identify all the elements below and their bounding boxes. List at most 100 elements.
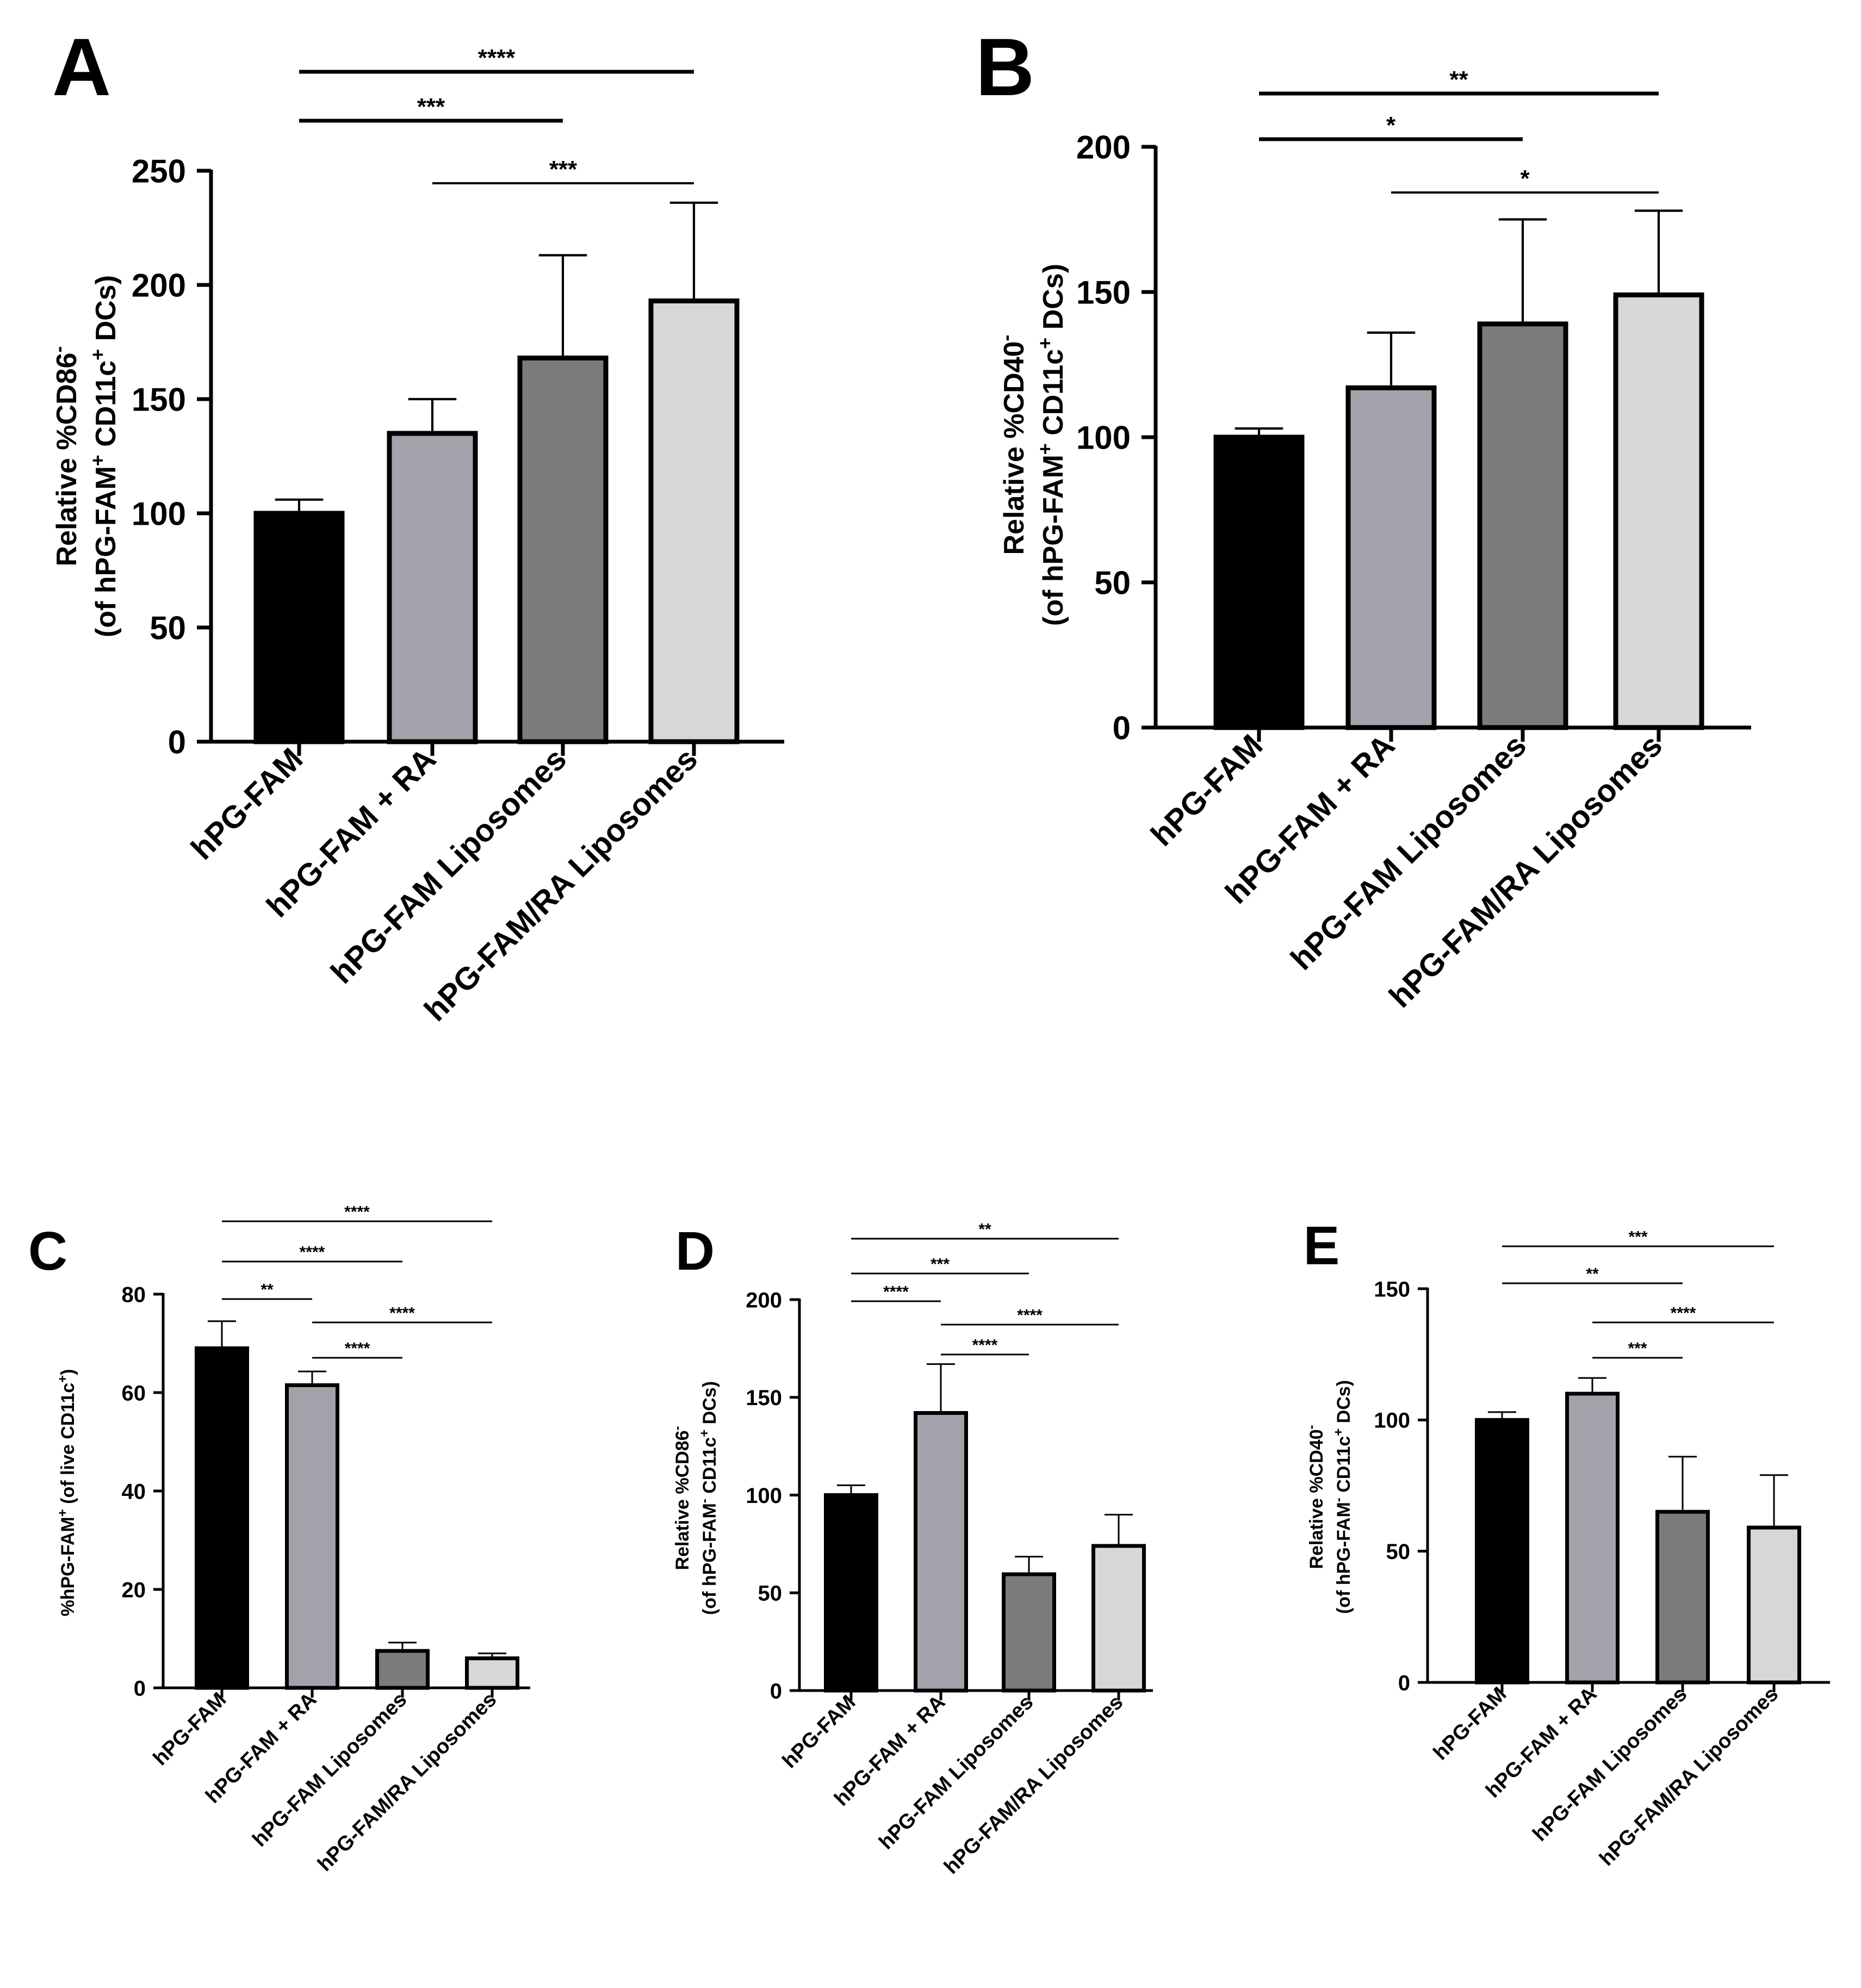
bar-d-1 [824,1493,878,1693]
panel-letter-b: B [976,21,1034,113]
significance-label-b: * [1520,165,1530,192]
category-label-c-3: hPG-FAM Liposomes [248,1688,411,1852]
y-tick-label-d: 200 [746,1288,782,1312]
significance-label-c: **** [345,1340,370,1358]
error-bar-b-3 [1498,218,1547,322]
significance-a-2: *** [299,94,563,123]
y-tick-label-d: 150 [746,1386,782,1410]
error-bar-b-4 [1634,209,1683,293]
category-label-e-4: hPG-FAM/RA Liposomes [1595,1683,1783,1871]
category-label-c-1: hPG-FAM [149,1688,231,1770]
significance-label-e: *** [1628,1340,1647,1358]
error-bar-c-2 [297,1370,327,1383]
bar-a-3 [517,355,609,744]
bar-e-2 [1565,1391,1620,1685]
error-bar-d-2 [926,1363,956,1412]
bar-b-2 [1345,385,1437,730]
y-axis-title-b: Relative %CD40-(of hPG-FAM+ CD11c+ DCs) [995,264,1070,626]
significance-a-1: **** [299,45,694,74]
y-tick-label-e: 0 [1398,1671,1410,1695]
significance-c-4: **** [312,1304,492,1324]
bar-c-4 [465,1656,519,1690]
significance-label-a: *** [417,94,445,120]
y-axis-title-line2-d: (of hPG-FAM- CD11c+ DCs) [697,1381,721,1615]
significance-e-1: *** [1502,1228,1774,1247]
y-tick-label-c: 60 [122,1381,146,1405]
bar-b-3 [1477,321,1568,730]
bar-e-1 [1475,1418,1529,1685]
category-label-d-4: hPG-FAM/RA Liposomes [940,1691,1127,1879]
significance-e-2: ** [1502,1265,1683,1284]
significance-label-c: ** [260,1281,274,1299]
bar-b-4 [1613,292,1704,730]
category-label-c-4: hPG-FAM/RA Liposomes [313,1688,501,1876]
y-tick-label-c: 20 [122,1578,146,1602]
y-tick-label-c: 0 [134,1676,146,1700]
error-bar-c-4 [477,1652,507,1657]
y-tick-label-d: 0 [770,1679,782,1703]
bar-a-1 [253,511,345,744]
error-bar-e-1 [1487,1411,1517,1418]
y-axis-title-c: %hPG-FAM+ (of live CD11c+) [55,1369,79,1617]
y-axis-title-line1-e: Relative %CD40- [1304,1425,1327,1569]
significance-d-4: **** [941,1307,1119,1326]
bar-e-4 [1747,1525,1801,1685]
y-axis-title-d: Relative %CD86-(of hPG-FAM- CD11c+ DCs) [670,1381,721,1615]
error-bar-b-1 [1235,427,1283,435]
bar-e-3 [1655,1509,1710,1685]
category-label-b-4: hPG-FAM/RA Liposomes [1382,728,1670,1015]
error-bar-d-4 [1104,1513,1133,1544]
y-tick-label-e: 100 [1374,1409,1410,1433]
significance-label-d: *** [930,1256,950,1273]
panel-letter-e: E [1304,1215,1340,1276]
significance-label-d: **** [883,1283,909,1301]
bar-d-2 [914,1411,968,1693]
panel-letter-d: D [675,1221,715,1282]
y-axis-title-line2-e: (of hPG-FAM- CD11c+ DCs) [1331,1380,1355,1614]
bar-d-3 [1002,1572,1056,1693]
category-label-b-3: hPG-FAM Liposomes [1284,728,1533,977]
error-bar-a-4 [669,201,718,299]
y-axis-title-line1-a: Relative %CD86- [47,346,83,566]
significance-c-1: **** [222,1203,492,1222]
error-bar-c-1 [207,1320,237,1347]
y-tick-label-a: 0 [168,724,186,761]
error-bar-a-3 [538,254,587,356]
category-label-a-1: hPG-FAM [184,741,310,867]
error-bar-d-3 [1014,1556,1044,1573]
significance-label-a: *** [549,156,578,183]
significance-d-5: **** [941,1337,1029,1356]
bar-c-3 [375,1649,430,1690]
significance-b-2: * [1259,112,1523,141]
category-label-a-3: hPG-FAM Liposomes [324,741,573,990]
significance-c-2: **** [222,1244,402,1263]
significance-d-1: ** [851,1221,1119,1240]
bar-b-1 [1213,434,1305,730]
y-axis-title-line1-b: Relative %CD40- [995,334,1031,555]
significance-d-3: **** [851,1283,941,1302]
error-bar-e-3 [1668,1456,1697,1510]
category-label-e-3: hPG-FAM Liposomes [1528,1683,1691,1846]
significance-label-e: **** [1671,1304,1696,1322]
significance-label-a: **** [478,45,516,71]
error-bar-e-4 [1759,1474,1789,1526]
panel-letter-a: A [52,21,111,113]
significance-label-e: ** [1586,1265,1599,1283]
error-bar-a-1 [275,498,324,511]
y-tick-label-c: 40 [122,1480,146,1504]
significance-e-3: **** [1592,1304,1774,1324]
significance-label-c: **** [389,1304,415,1322]
y-tick-label-e: 150 [1374,1277,1410,1301]
category-label-a-4: hPG-FAM/RA Liposomes [418,741,705,1028]
error-bar-a-2 [408,397,457,431]
bar-c-1 [195,1346,249,1690]
y-tick-label-a: 250 [132,153,186,190]
y-axis-title-line2-b: (of hPG-FAM+ CD11c+ DCs) [1034,264,1070,626]
y-axis-title-line1-d: Relative %CD86- [670,1426,693,1570]
bar-a-4 [648,298,740,744]
y-axis-title-line2-a: (of hPG-FAM+ CD11c+ DCs) [86,275,122,637]
y-axis-title-e: Relative %CD40-(of hPG-FAM- CD11c+ DCs) [1304,1380,1355,1614]
